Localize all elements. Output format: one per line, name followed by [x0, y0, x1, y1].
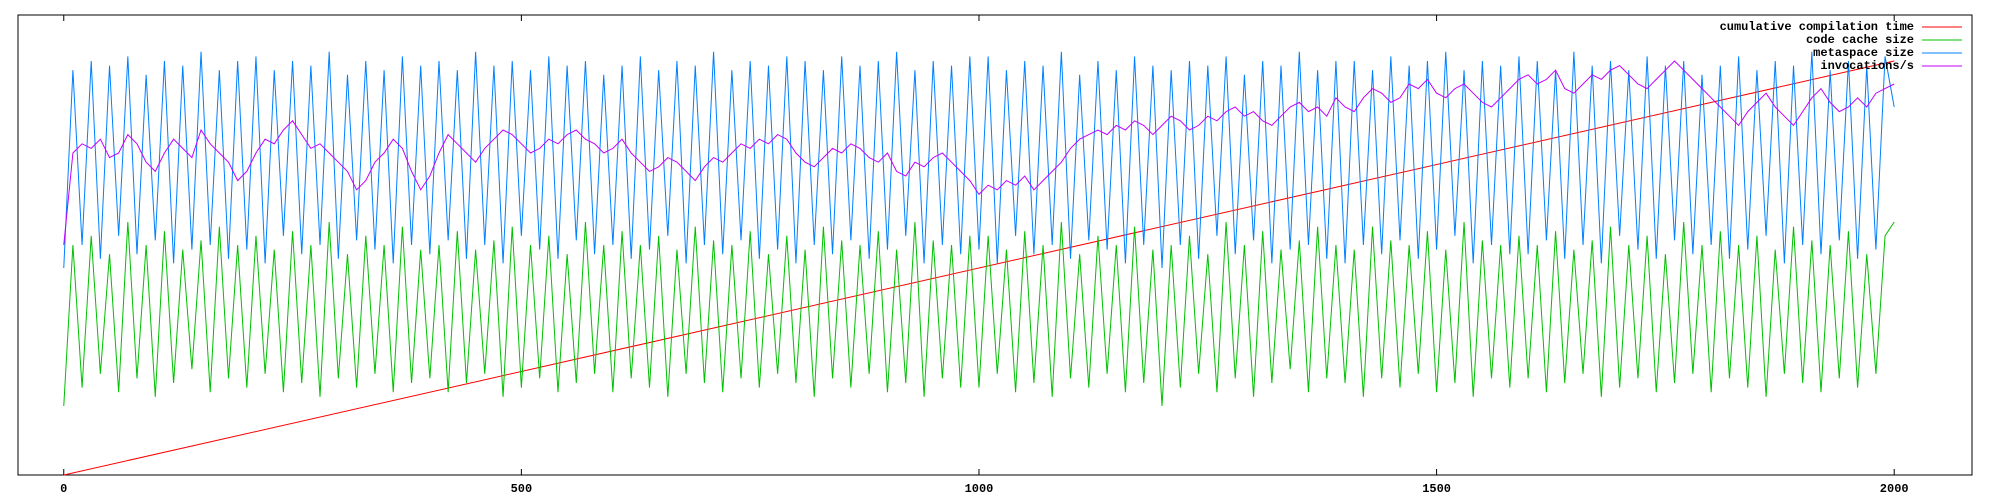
series-line: [63, 51, 1895, 269]
x-tick-label: 1000: [965, 482, 994, 496]
x-tick-label: 500: [511, 482, 533, 496]
x-tick-label: 1500: [1422, 482, 1451, 496]
series-line: [63, 60, 1895, 246]
legend-label: cumulative compilation time: [1720, 20, 1914, 34]
legend-label: invocations/s: [1820, 59, 1914, 73]
x-tick-label: 2000: [1880, 482, 1909, 496]
x-tick-label: 0: [60, 482, 67, 496]
series-line: [63, 60, 1895, 476]
legend-label: metaspace size: [1813, 46, 1914, 60]
series-line: [63, 221, 1895, 407]
plot-border: [17, 14, 1973, 476]
legend-label: code cache size: [1806, 33, 1914, 47]
